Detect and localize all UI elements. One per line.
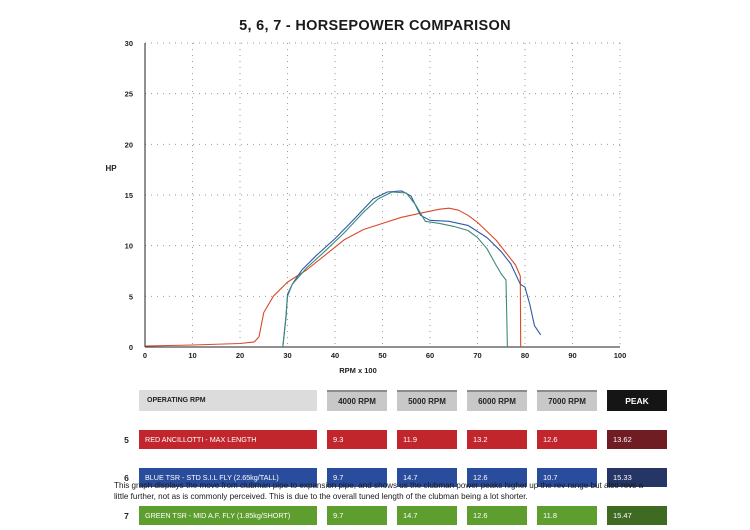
- row-label: BLUE TSR - STD S.I.L FLY (2.65kg/TALL): [139, 468, 317, 487]
- rpm-header-6000: 6000 RPM: [467, 390, 527, 411]
- rpm-header-4000: 4000 RPM: [327, 390, 387, 411]
- header-spacer: [114, 390, 139, 411]
- table-cell: 9.7: [327, 506, 387, 525]
- table-cell: 12.6: [467, 468, 527, 487]
- chart-series: [144, 190, 542, 348]
- table-header-row: OPERATING RPM 4000 RPM 5000 RPM 6000 RPM…: [114, 390, 667, 411]
- x-tick-label: 30: [283, 351, 291, 360]
- y-tick-label: 5: [129, 292, 133, 301]
- table-cell: 14.7: [397, 506, 457, 525]
- x-tick-label: 70: [473, 351, 481, 360]
- y-axis-label: HP: [105, 164, 117, 173]
- x-tick-label: 80: [521, 351, 529, 360]
- x-tick-label: 60: [426, 351, 434, 360]
- rpm-comparison-table: OPERATING RPM 4000 RPM 5000 RPM 6000 RPM…: [114, 390, 667, 525]
- series-line-6: [282, 190, 542, 348]
- x-tick-label: 50: [378, 351, 386, 360]
- operating-rpm-header: OPERATING RPM: [139, 390, 317, 411]
- chart-grid: [145, 42, 621, 347]
- row-label: GREEN TSR - MID A.F. FLY (1.85kg/SHORT): [139, 506, 317, 525]
- peak-cell: 15.47: [607, 506, 667, 525]
- table-cell: 11.9: [397, 430, 457, 449]
- table-row: 6 BLUE TSR - STD S.I.L FLY (2.65kg/TALL)…: [114, 468, 667, 487]
- table-cell: 12.6: [467, 506, 527, 525]
- row-number: 6: [124, 472, 129, 483]
- table-cell: 9.7: [327, 468, 387, 487]
- table-cell: 14.7: [397, 468, 457, 487]
- rpm-header-7000: 7000 RPM: [537, 390, 597, 411]
- y-tick-label: 0: [129, 343, 133, 352]
- peak-cell: 15.33: [607, 468, 667, 487]
- table-cell: 11.8: [537, 506, 597, 525]
- x-tick-label: 40: [331, 351, 339, 360]
- y-tick-label: 10: [125, 242, 133, 251]
- y-tick-label: 25: [125, 90, 133, 99]
- table-cell: 10.7: [537, 468, 597, 487]
- series-line-5: [144, 207, 522, 348]
- table-cell: 9.3: [327, 430, 387, 449]
- y-tick-label: 15: [125, 191, 133, 200]
- row-number: 7: [124, 510, 129, 521]
- x-tick-label: 0: [143, 351, 147, 360]
- peak-cell: 13.62: [607, 430, 667, 449]
- x-axis-label: RPM x 100: [339, 366, 377, 375]
- x-tick-label: 90: [568, 351, 576, 360]
- x-tick-label: 10: [188, 351, 196, 360]
- x-tick-label: 100: [614, 351, 627, 360]
- horsepower-chart: 0 10 20 30 40 50 60 70 80 90 100 0 5 10 15 20 25 30 HP RP…: [105, 39, 627, 375]
- row-label: RED ANCILLOTTI - MAX LENGTH: [139, 430, 317, 449]
- table-cell: 12.6: [537, 430, 597, 449]
- peak-header: PEAK: [607, 390, 667, 411]
- series-line-7: [282, 191, 508, 348]
- table-row: 5 RED ANCILLOTTI - MAX LENGTH 9.3 11.9 1…: [114, 430, 667, 449]
- chart-title: 5, 6, 7 - HORSEPOWER COMPARISON: [239, 18, 511, 34]
- y-tick-label: 20: [125, 140, 133, 149]
- table-cell: 13.2: [467, 430, 527, 449]
- x-tick-label: 20: [236, 351, 244, 360]
- chart-caption: This graph displays the move from clubma…: [114, 481, 644, 501]
- chart-axes: 0 10 20 30 40 50 60 70 80 90 100 0 5 10 15 20 25 30: [125, 39, 627, 360]
- row-number: 5: [124, 434, 129, 445]
- rpm-header-5000: 5000 RPM: [397, 390, 457, 411]
- table-row: 7 GREEN TSR - MID A.F. FLY (1.85kg/SHORT…: [114, 506, 667, 525]
- y-tick-label: 30: [125, 39, 133, 48]
